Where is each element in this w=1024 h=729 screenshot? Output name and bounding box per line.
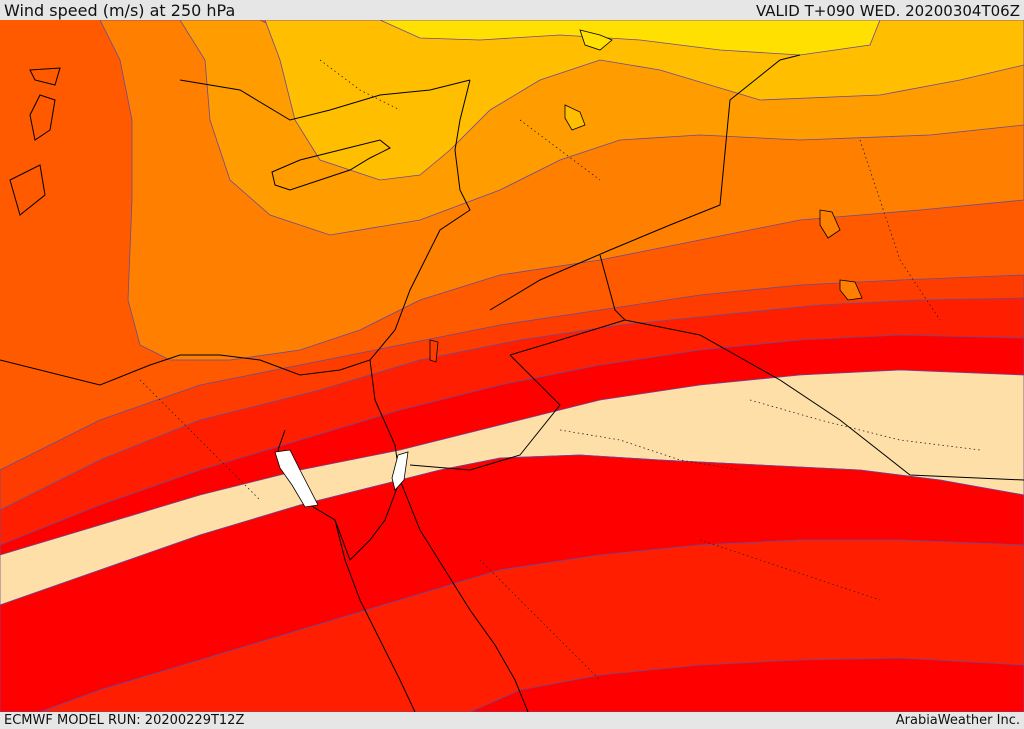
island-1 bbox=[29, 67, 61, 86]
island-3 bbox=[29, 94, 56, 141]
gulf-of-suez bbox=[274, 449, 319, 508]
lake-van bbox=[579, 29, 613, 51]
footer-bar: ECMWF MODEL RUN: 20200229T12Z ArabiaWeat… bbox=[0, 712, 1024, 729]
valid-time: VALID T+090 WED. 20200304T06Z bbox=[755, 2, 1020, 20]
map-title: Wind speed (m/s) at 250 hPa bbox=[4, 1, 236, 20]
header-bar: Wind speed (m/s) at 250 hPa VALID T+090 … bbox=[0, 0, 1024, 20]
island-2 bbox=[9, 164, 46, 216]
gulf-of-aqaba bbox=[391, 451, 409, 491]
lake-east-1 bbox=[819, 209, 841, 239]
band-red-orange-south bbox=[39, 539, 1024, 712]
internal-boundaries bbox=[139, 59, 981, 681]
model-run: ECMWF MODEL RUN: 20200229T12Z bbox=[4, 713, 245, 728]
wind-speed-map[interactable] bbox=[0, 20, 1024, 712]
credit: ArabiaWeather Inc. bbox=[895, 713, 1020, 728]
red-sea-west bbox=[334, 519, 416, 712]
lake-east-2 bbox=[839, 279, 863, 301]
border-1 bbox=[489, 54, 801, 311]
border-4 bbox=[599, 254, 626, 321]
coastlines bbox=[0, 54, 1024, 712]
dead-sea bbox=[429, 339, 439, 363]
border-2 bbox=[509, 319, 1024, 481]
lake-tuz bbox=[564, 104, 586, 131]
border-3 bbox=[409, 354, 561, 471]
cyprus-outline bbox=[271, 139, 391, 191]
red-sea-east bbox=[399, 479, 529, 712]
band-amber bbox=[264, 20, 1024, 181]
turkey-coast bbox=[179, 79, 471, 121]
band-yellow bbox=[379, 20, 881, 56]
